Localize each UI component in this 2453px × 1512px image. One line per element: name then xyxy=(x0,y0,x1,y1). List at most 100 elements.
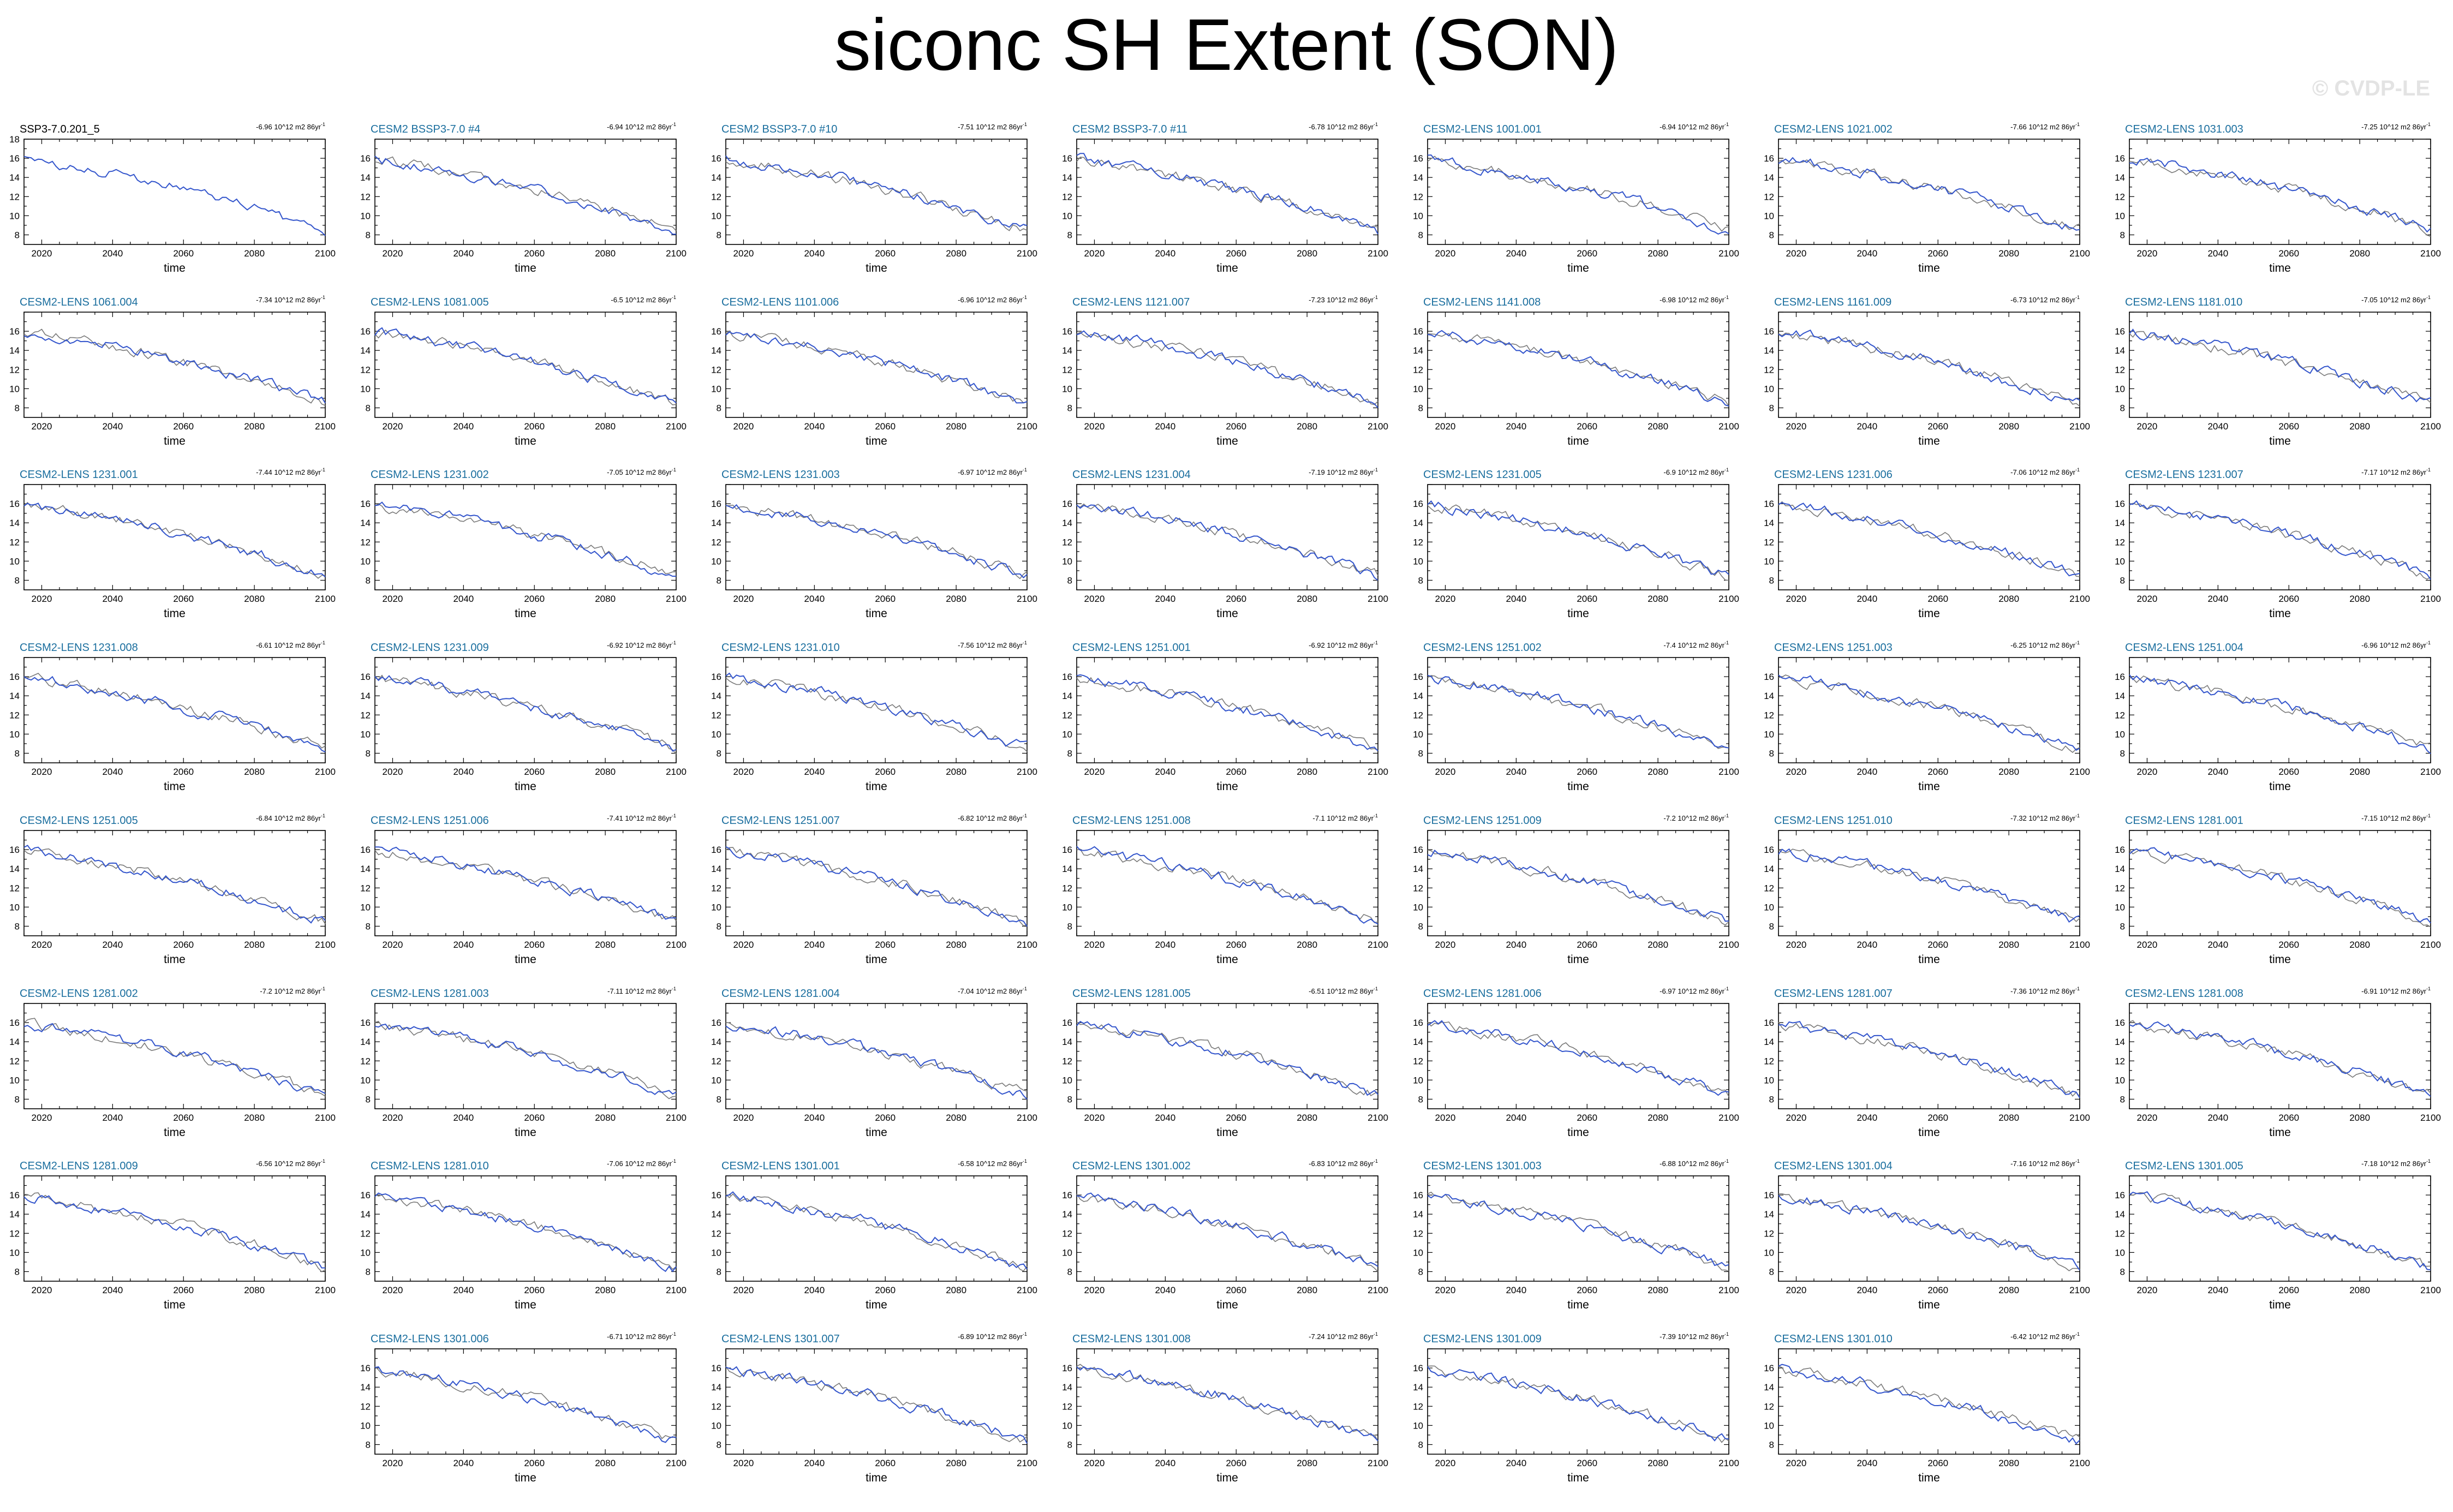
x-tick-label: 2100 xyxy=(666,248,687,259)
y-tick-label: 8 xyxy=(1418,230,1423,240)
panel-trend-value: -7.2 10^12 m2 86yr xyxy=(1663,814,1724,822)
x-tick-label: 2080 xyxy=(595,767,616,777)
chart-panel: CESM2-LENS 1161.009 -6.73 10^12 m2 86yr-1… xyxy=(1758,290,2109,454)
panel-trend-exponent: -1 xyxy=(2075,467,2080,473)
y-tick-label: 12 xyxy=(360,192,371,202)
x-axis-label: time xyxy=(164,953,186,966)
model-series-line xyxy=(374,1192,677,1272)
y-tick-label: 14 xyxy=(1413,172,1423,183)
x-tick-label: 2060 xyxy=(875,421,896,432)
x-tick-label: 2040 xyxy=(102,1285,123,1295)
chart-panel: CESM2-LENS 1251.006 -7.41 10^12 m2 86yr-1… xyxy=(354,809,705,972)
chart-panel-svg: CESM2-LENS 1301.009 -7.39 10^12 m2 86yr-1… xyxy=(1413,1331,1739,1484)
x-tick-label: 2060 xyxy=(1226,594,1246,604)
model-series-line xyxy=(1778,848,2080,923)
x-tick-label: 2080 xyxy=(244,248,265,259)
y-tick-label: 16 xyxy=(1413,1018,1423,1028)
x-tick-label: 2060 xyxy=(2278,767,2299,777)
y-tick-label: 8 xyxy=(1418,749,1423,759)
panel-trend-exponent: -1 xyxy=(2426,1158,2431,1164)
x-tick-label: 2060 xyxy=(875,594,896,604)
chart-panel-svg: CESM2-LENS 1281.003 -7.11 10^12 m2 86yr-1… xyxy=(360,986,687,1139)
x-tick-label: 2040 xyxy=(1857,1113,1877,1123)
model-series-line xyxy=(2129,328,2431,403)
model-series-line xyxy=(1427,154,1729,235)
y-tick-label: 12 xyxy=(360,710,371,720)
y-tick-label: 10 xyxy=(711,1248,721,1258)
plot-frame xyxy=(1427,657,1729,763)
model-series-line xyxy=(1076,1192,1378,1268)
y-tick-label: 10 xyxy=(1062,729,1072,739)
obs-series-line xyxy=(374,850,677,922)
plot-frame xyxy=(2129,139,2431,245)
x-tick-label: 2080 xyxy=(946,421,966,432)
x-tick-label: 2080 xyxy=(1998,421,2019,432)
y-tick-label: 14 xyxy=(1062,518,1072,529)
x-tick-label: 2020 xyxy=(733,594,754,604)
y-tick-label: 8 xyxy=(1769,1094,1774,1104)
panel-trend-value: -7.34 10^12 m2 86yr xyxy=(256,296,321,304)
y-tick-label: 14 xyxy=(1764,1382,1774,1393)
y-tick-label: 16 xyxy=(1764,845,1774,855)
model-series-line xyxy=(1076,1366,1378,1442)
x-tick-label: 2060 xyxy=(1927,940,1948,950)
y-tick-label: 10 xyxy=(1413,384,1423,394)
y-tick-label: 16 xyxy=(1062,1190,1072,1200)
x-axis-label: time xyxy=(515,607,536,620)
x-tick-label: 2080 xyxy=(946,248,966,259)
panel-trend-exponent: -1 xyxy=(672,640,676,646)
y-tick-label: 14 xyxy=(711,1209,721,1220)
chart-panel-svg: CESM2 BSSP3-7.0 #4 -6.94 10^12 m2 86yr-1 2… xyxy=(360,122,687,274)
model-series-line xyxy=(1076,330,1378,408)
chart-panel-svg: CESM2-LENS 1301.006 -6.71 10^12 m2 86yr-1… xyxy=(360,1331,687,1484)
x-tick-label: 2060 xyxy=(1577,1285,1597,1295)
x-tick-label: 2080 xyxy=(244,594,265,604)
x-tick-label: 2100 xyxy=(1718,1113,1739,1123)
panel-title: CESM2-LENS 1121.007 xyxy=(1072,296,1190,308)
y-tick-label: 8 xyxy=(1769,230,1774,240)
x-axis-label: time xyxy=(1216,953,1238,966)
y-tick-label: 10 xyxy=(1764,384,1774,394)
y-tick-label: 14 xyxy=(711,691,721,701)
y-tick-label: 14 xyxy=(9,691,20,701)
y-tick-label: 10 xyxy=(1413,1420,1423,1431)
x-tick-label: 2040 xyxy=(1857,1285,1877,1295)
y-tick-label: 12 xyxy=(1413,1056,1423,1066)
chart-panel-svg: CESM2-LENS 1251.004 -6.96 10^12 m2 86yr-1… xyxy=(2115,640,2441,793)
x-tick-label: 2040 xyxy=(1857,940,1877,950)
panel-trend-value: -7.06 10^12 m2 86yr xyxy=(2010,468,2076,476)
obs-series-line xyxy=(1778,159,2080,230)
panel-trend-value: -6.92 10^12 m2 86yr xyxy=(1309,641,1374,649)
panel-title: CESM2-LENS 1301.003 xyxy=(1423,1160,1542,1172)
x-tick-label: 2020 xyxy=(1435,248,1456,259)
y-tick-label: 10 xyxy=(1062,557,1072,567)
panel-trend-exponent: -1 xyxy=(672,1331,676,1337)
chart-panel-svg: CESM2-LENS 1061.004 -7.34 10^12 m2 86yr-1… xyxy=(9,295,336,447)
panel-trend-label: -7.2 10^12 m2 86yr-1 xyxy=(260,986,325,995)
y-tick-label: 14 xyxy=(1764,1037,1774,1047)
y-tick-label: 10 xyxy=(2115,384,2125,394)
x-tick-label: 2060 xyxy=(524,248,545,259)
x-tick-label: 2100 xyxy=(2069,248,2090,259)
panel-trend-exponent: -1 xyxy=(1023,1158,1027,1164)
panel-trend-value: -6.89 10^12 m2 86yr xyxy=(958,1332,1023,1341)
panel-trend-value: -6.51 10^12 m2 86yr xyxy=(1309,987,1374,995)
y-tick-label: 16 xyxy=(9,499,20,509)
x-axis-label: time xyxy=(515,435,536,447)
panel-trend-value: -6.61 10^12 m2 86yr xyxy=(256,641,321,649)
model-series-line xyxy=(2129,674,2431,755)
x-axis-label: time xyxy=(2269,262,2291,274)
x-tick-label: 2040 xyxy=(1857,594,1877,604)
chart-panel-svg: CESM2-LENS 1231.001 -7.44 10^12 m2 86yr-1… xyxy=(9,467,336,620)
y-tick-label: 8 xyxy=(1769,1439,1774,1450)
y-tick-label: 14 xyxy=(1764,172,1774,183)
panel-trend-value: -7.32 10^12 m2 86yr xyxy=(2010,814,2076,822)
x-tick-label: 2100 xyxy=(315,767,336,777)
panel-trend-value: -7.25 10^12 m2 86yr xyxy=(2361,123,2427,131)
y-tick-label: 14 xyxy=(1062,1382,1072,1393)
y-tick-label: 16 xyxy=(2115,153,2125,164)
x-tick-label: 2080 xyxy=(595,594,616,604)
panel-trend-exponent: -1 xyxy=(1023,986,1027,991)
panel-trend-label: -6.97 10^12 m2 86yr-1 xyxy=(958,467,1027,476)
model-series-line xyxy=(23,1023,326,1094)
